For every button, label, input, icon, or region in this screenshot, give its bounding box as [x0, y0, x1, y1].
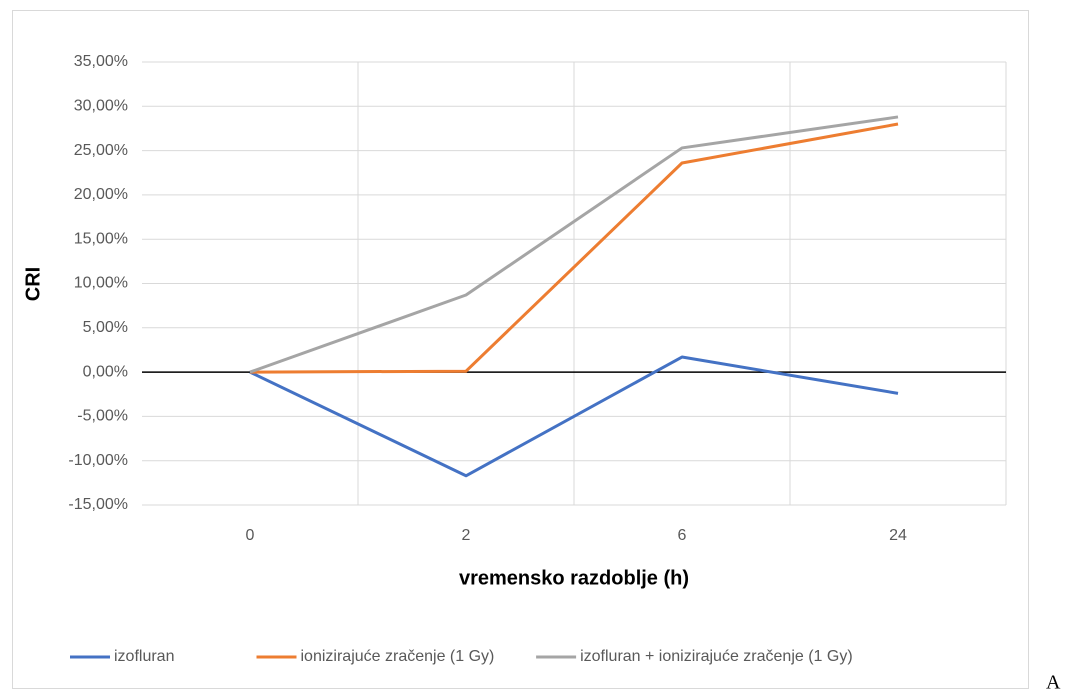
- y-axis-title: CRI: [22, 267, 44, 301]
- x-tick-label: 6: [678, 527, 687, 544]
- y-tick-label: 5,00%: [83, 319, 128, 336]
- series-line: [249, 355, 899, 478]
- legend-label: izofluran: [114, 648, 174, 665]
- figure-label: A: [1046, 672, 1061, 693]
- y-tick-label: 15,00%: [74, 230, 128, 247]
- y-tick-label: 0,00%: [83, 363, 128, 380]
- y-tick-label: -5,00%: [77, 408, 128, 425]
- y-tick-label: 35,00%: [74, 53, 128, 70]
- x-tick-label: 0: [246, 527, 255, 544]
- y-tick-label: -15,00%: [68, 496, 128, 513]
- y-tick-label: 10,00%: [74, 275, 128, 292]
- series-line: [249, 115, 899, 374]
- y-tick-label: 20,00%: [74, 186, 128, 203]
- y-tick-label: 25,00%: [74, 142, 128, 159]
- x-tick-label: 2: [462, 527, 471, 544]
- legend-label: ionizirajuće zračenje (1 Gy): [301, 648, 495, 665]
- x-axis-title: vremensko razdoblje (h): [459, 567, 689, 589]
- y-tick-label: 30,00%: [74, 98, 128, 115]
- legend-label: izofluran + ionizirajuće zračenje (1 Gy): [580, 648, 853, 665]
- series-line: [249, 122, 899, 374]
- x-tick-label: 24: [889, 527, 907, 544]
- y-tick-label: -10,00%: [68, 452, 128, 469]
